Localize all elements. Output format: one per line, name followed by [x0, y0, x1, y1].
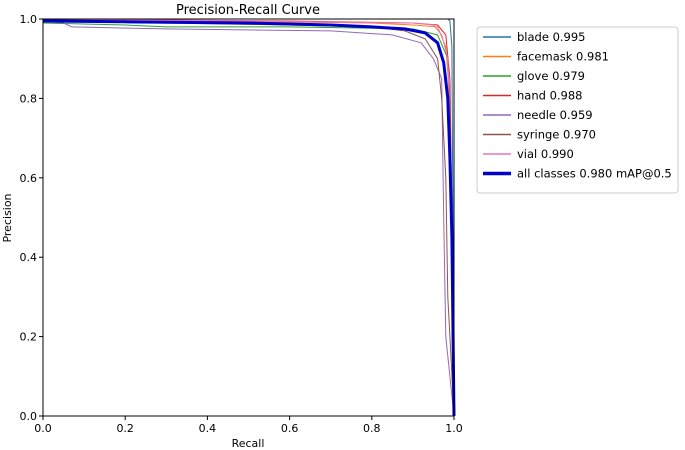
x-tick-label: 0.0 — [34, 422, 52, 435]
series-line-6 — [42, 18, 455, 417]
series-line-2 — [42, 22, 455, 417]
y-tick-label: 0.8 — [20, 92, 38, 105]
series-line-1 — [42, 18, 455, 417]
x-axis-label: Recall — [232, 437, 265, 450]
y-tick-label: 0.6 — [20, 172, 38, 185]
y-axis-ticks: 0.0 0.2 0.4 0.6 0.8 1.0 — [20, 13, 43, 423]
x-tick-label: 1.0 — [445, 422, 463, 435]
legend-entry-label: facemask 0.981 — [517, 50, 609, 64]
y-axis-label: Precision — [1, 193, 14, 242]
y-tick-label: 0.0 — [20, 410, 38, 423]
y-tick-label: 1.0 — [20, 13, 38, 26]
legend-box — [476, 26, 679, 194]
series-line-7 — [42, 19, 456, 417]
legend-entry-label: needle 0.959 — [517, 108, 593, 122]
chart-title: Precision-Recall Curve — [176, 3, 320, 18]
series-line-4 — [42, 20, 455, 417]
legend-entry-label: syringe 0.970 — [517, 128, 596, 142]
x-tick-label: 0.8 — [363, 422, 381, 435]
series-line-5 — [42, 18, 455, 417]
series-line-0 — [43, 18, 455, 417]
series-lines — [42, 18, 456, 417]
legend-entry-label: all classes 0.980 mAP@0.5 — [517, 167, 672, 181]
x-tick-label: 0.6 — [281, 422, 299, 435]
y-tick-label: 0.2 — [20, 331, 38, 344]
legend-entry-label: hand 0.988 — [517, 89, 583, 103]
x-tick-label: 0.2 — [116, 422, 134, 435]
series-line-3 — [42, 18, 455, 417]
legend: blade 0.995 facemask 0.981 glove 0.979 hand… — [476, 26, 679, 194]
legend-entry-label: glove 0.979 — [517, 69, 585, 83]
x-axis-ticks: 0.0 0.2 0.4 0.6 0.8 1.0 — [34, 416, 463, 435]
y-tick-label: 0.4 — [20, 251, 38, 264]
plot-frame — [42, 18, 455, 417]
legend-entry-label: blade 0.995 — [517, 30, 586, 44]
x-tick-label: 0.4 — [199, 422, 217, 435]
legend-entry-label: vial 0.990 — [517, 147, 574, 161]
